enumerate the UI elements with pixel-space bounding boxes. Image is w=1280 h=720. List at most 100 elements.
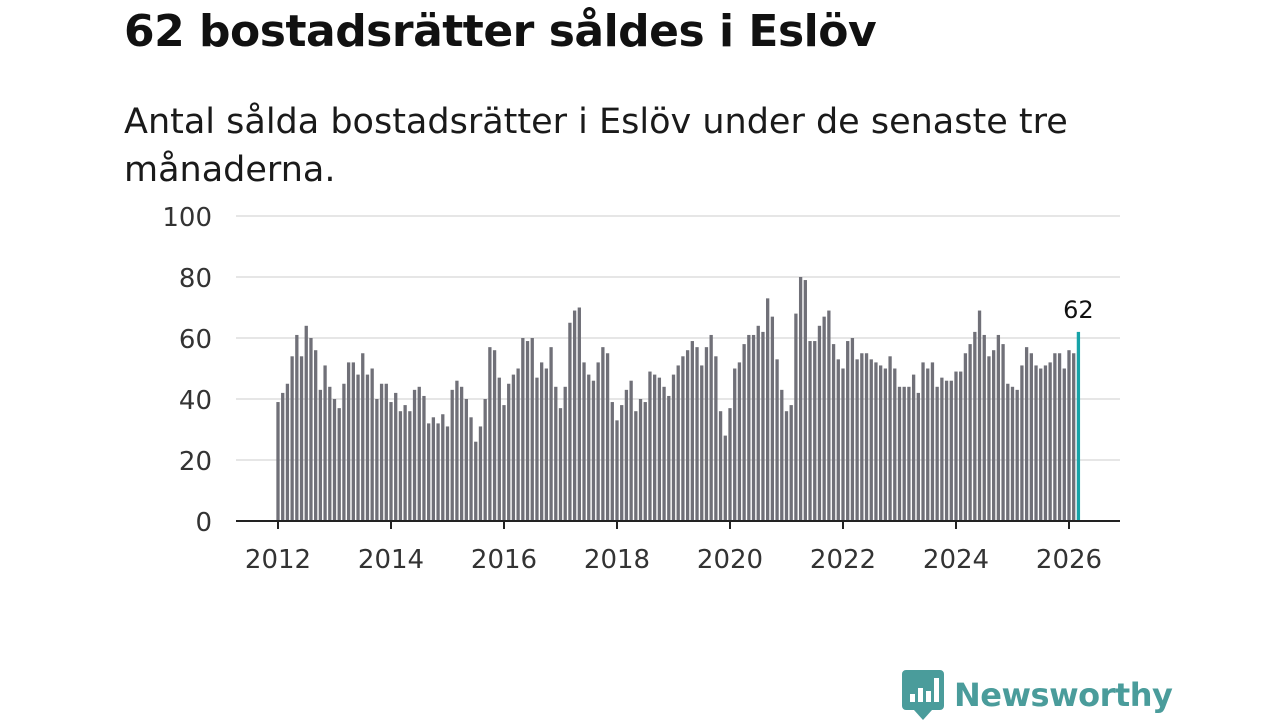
bar bbox=[676, 365, 680, 521]
annotations: 62 bbox=[1063, 296, 1094, 324]
bar bbox=[408, 411, 412, 521]
bar bbox=[403, 405, 407, 521]
bar bbox=[874, 362, 878, 521]
bar bbox=[700, 365, 704, 521]
bar bbox=[1072, 353, 1076, 521]
bar bbox=[648, 371, 652, 521]
bar bbox=[836, 359, 840, 521]
bar bbox=[394, 392, 398, 521]
bar bbox=[591, 380, 596, 521]
bar bbox=[657, 377, 662, 521]
y-tick-label: 100 bbox=[162, 203, 212, 233]
bar bbox=[973, 331, 977, 521]
newsworthy-logo-text: Newsworthy bbox=[954, 676, 1173, 714]
bar bbox=[276, 402, 280, 521]
bar bbox=[295, 334, 299, 521]
bar bbox=[747, 334, 751, 521]
bar bbox=[285, 383, 290, 521]
bar bbox=[332, 399, 337, 521]
bar bbox=[770, 316, 775, 521]
bar bbox=[299, 356, 304, 521]
bar bbox=[653, 374, 657, 521]
bar bbox=[1006, 383, 1010, 521]
bar bbox=[549, 347, 553, 521]
y-tick-label: 0 bbox=[195, 508, 212, 538]
bar bbox=[417, 386, 421, 521]
bar bbox=[789, 405, 793, 521]
bar bbox=[318, 389, 323, 521]
bar bbox=[582, 362, 586, 521]
bar bbox=[987, 356, 991, 521]
bar bbox=[398, 411, 403, 521]
bar bbox=[568, 322, 572, 521]
bar bbox=[507, 383, 511, 521]
bar bbox=[733, 368, 737, 521]
bar bbox=[328, 386, 332, 521]
bars bbox=[276, 277, 1081, 521]
bar bbox=[766, 298, 770, 521]
bar bbox=[474, 441, 478, 521]
bar bbox=[704, 347, 709, 521]
bar bbox=[685, 350, 690, 521]
bar bbox=[304, 325, 308, 521]
bar bbox=[944, 380, 949, 521]
bar bbox=[780, 389, 784, 521]
bar bbox=[516, 368, 520, 521]
bar bbox=[638, 399, 643, 521]
bar bbox=[478, 426, 483, 521]
highlight-value-label: 62 bbox=[1063, 296, 1094, 324]
x-tick-label: 2018 bbox=[584, 545, 650, 575]
bar bbox=[977, 310, 982, 521]
x-tick-label: 2022 bbox=[810, 545, 876, 575]
bar-chart: 0 20 40 60 80 100 2012 2014 2016 2018 2020 2022 202… bbox=[162, 203, 1120, 575]
bar bbox=[455, 380, 459, 521]
bar bbox=[940, 377, 944, 521]
bar bbox=[1029, 353, 1033, 521]
bar bbox=[1057, 353, 1062, 521]
bar bbox=[365, 374, 370, 521]
bar bbox=[370, 368, 374, 521]
bar bbox=[389, 402, 393, 521]
bar bbox=[855, 359, 859, 521]
bar bbox=[808, 341, 812, 521]
bar bbox=[309, 338, 313, 521]
bar bbox=[521, 338, 525, 521]
bar bbox=[813, 341, 817, 521]
bar bbox=[869, 359, 873, 521]
bar bbox=[864, 353, 869, 521]
bar bbox=[624, 389, 629, 521]
bar bbox=[540, 362, 544, 521]
bar bbox=[572, 310, 577, 521]
bar bbox=[535, 377, 539, 521]
bar bbox=[1020, 365, 1024, 521]
bar bbox=[907, 386, 911, 521]
bar bbox=[361, 353, 365, 521]
bar bbox=[916, 392, 920, 521]
bar bbox=[530, 338, 534, 521]
x-tick-label: 2026 bbox=[1036, 545, 1102, 575]
bar bbox=[281, 392, 285, 521]
y-tick-label: 40 bbox=[179, 386, 212, 416]
bar bbox=[751, 334, 756, 521]
bar bbox=[502, 405, 506, 521]
bar bbox=[1053, 353, 1057, 521]
bar bbox=[879, 365, 883, 521]
bar bbox=[441, 414, 445, 521]
bar bbox=[756, 325, 760, 521]
bar bbox=[629, 380, 633, 521]
x-tick-label: 2020 bbox=[697, 545, 763, 575]
bar bbox=[822, 316, 826, 521]
bar bbox=[690, 341, 694, 521]
bar bbox=[596, 362, 600, 521]
bar bbox=[1039, 368, 1043, 521]
y-tick-label: 20 bbox=[179, 447, 212, 477]
bar bbox=[742, 344, 746, 521]
bar bbox=[911, 374, 916, 521]
newsworthy-logo: Newsworthy bbox=[902, 670, 1173, 720]
bar bbox=[511, 374, 516, 521]
bar bbox=[982, 334, 986, 521]
bar bbox=[723, 435, 727, 521]
bar bbox=[888, 356, 892, 521]
bar bbox=[577, 307, 581, 521]
bar bbox=[1043, 365, 1048, 521]
